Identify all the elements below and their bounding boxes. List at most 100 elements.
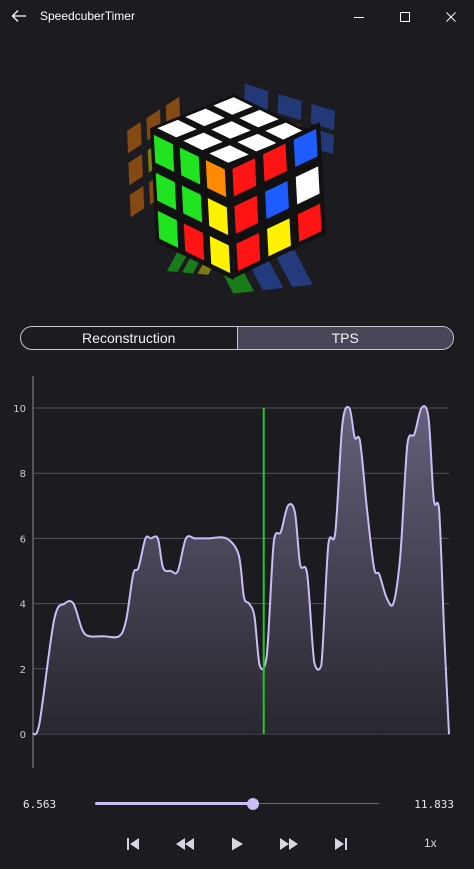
cube-sticker: [179, 147, 201, 185]
cube-right-face: [228, 122, 326, 278]
cube-sticker: [277, 93, 302, 121]
back-button[interactable]: [8, 4, 30, 28]
tps-point: [170, 570, 172, 572]
tps-point: [137, 567, 140, 569]
maximize-icon: [400, 11, 410, 22]
tps-point: [208, 537, 210, 539]
tps-line: [32, 405, 450, 736]
tps-point: [354, 436, 356, 438]
cube-sticker: [153, 134, 175, 172]
cube-sticker: [267, 218, 291, 257]
y-tick-label: 8: [20, 469, 26, 480]
tps-point: [406, 443, 409, 445]
tps-point: [334, 531, 336, 533]
tps-point: [132, 573, 134, 575]
title-bar: SpeedcuberTimer: [0, 0, 474, 33]
tps-point: [72, 603, 75, 605]
maximize-button[interactable]: [382, 0, 428, 33]
cube-sticker: [237, 133, 277, 152]
close-icon: [446, 11, 456, 22]
tps-point: [225, 537, 227, 539]
tps-point: [366, 508, 368, 510]
tps-point: [259, 664, 261, 667]
tps-point: [88, 635, 90, 637]
tps-point: [200, 537, 202, 539]
cube-front-face: [150, 128, 234, 280]
skip-to-start-button[interactable]: [120, 831, 146, 857]
slider-thumb[interactable]: [246, 798, 259, 810]
end-time: 11.833: [414, 798, 454, 811]
tps-point: [327, 544, 329, 546]
cube-sticker: [234, 195, 259, 234]
tps-point: [287, 505, 289, 507]
cube-sticker: [183, 132, 223, 151]
rubiks-cube: [127, 83, 335, 294]
tps-point: [81, 629, 83, 631]
slider-fill: [95, 802, 253, 805]
cube-sticker: [213, 97, 253, 115]
rewind-button[interactable]: [172, 831, 198, 857]
tps-point: [38, 723, 40, 725]
tab-tps[interactable]: TPS: [236, 327, 453, 349]
minimize-icon: [354, 16, 364, 18]
cube-sticker: [205, 160, 227, 198]
cube-sticker: [239, 109, 279, 128]
cube-sticker: [181, 185, 203, 223]
tps-point: [32, 733, 34, 735]
tps-point: [420, 407, 423, 409]
cube-3d-view[interactable]: [110, 70, 350, 310]
rewind-icon: [176, 838, 194, 850]
tps-point: [373, 567, 375, 569]
start-time: 6.563: [23, 798, 57, 811]
tps-point: [341, 423, 343, 425]
tps-chart-svg: 0 2 4 6 8 10: [13, 376, 450, 768]
tps-point: [253, 616, 256, 618]
tps-point: [378, 573, 380, 575]
tps-point: [238, 554, 240, 556]
tps-point: [413, 433, 416, 435]
cube-sticker: [207, 198, 229, 236]
tps-point: [150, 537, 152, 539]
y-tick-label: 2: [20, 665, 26, 676]
tps-point: [359, 440, 361, 442]
tps-point: [433, 498, 435, 500]
tab-reconstruction[interactable]: Reconstruction: [82, 330, 176, 346]
tps-point: [427, 417, 430, 419]
cube-sticker: [209, 145, 249, 163]
play-icon: [232, 837, 243, 851]
tps-point: [64, 603, 66, 605]
minimize-button[interactable]: [336, 0, 382, 33]
cube-sticker: [293, 129, 318, 167]
tps-chart: 0 2 4 6 8 10: [0, 370, 474, 770]
tps-point: [280, 531, 282, 533]
window-title: SpeedcuberTimer: [40, 9, 135, 23]
tps-point: [157, 537, 159, 539]
tps-point: [392, 603, 394, 605]
cube-sticker: [265, 181, 289, 219]
y-tick-label: 0: [20, 730, 26, 741]
y-tick-label: 10: [13, 404, 26, 415]
tps-point: [306, 573, 308, 575]
tps-point: [266, 655, 268, 657]
cube-sticker: [157, 210, 179, 248]
arrow-left-icon: [11, 10, 26, 22]
tps-point: [313, 661, 315, 663]
tps-point: [243, 596, 245, 598]
cube-sticker: [127, 122, 142, 154]
tps-point: [443, 635, 445, 637]
fast-forward-icon: [280, 838, 298, 850]
playback-speed-button[interactable]: 1x: [424, 836, 437, 850]
tps-point: [102, 635, 104, 637]
close-button[interactable]: [428, 0, 474, 33]
playback-slider[interactable]: [95, 798, 379, 810]
cube-sticker: [157, 119, 197, 138]
skip-to-end-button[interactable]: [328, 831, 354, 857]
play-button[interactable]: [224, 831, 250, 857]
tps-point: [320, 664, 322, 667]
tps-point: [448, 733, 450, 735]
tps-point: [125, 619, 127, 621]
cube-sticker: [183, 223, 205, 261]
tps-point: [177, 570, 179, 572]
tps-point: [385, 596, 387, 598]
fast-forward-button[interactable]: [276, 831, 302, 857]
